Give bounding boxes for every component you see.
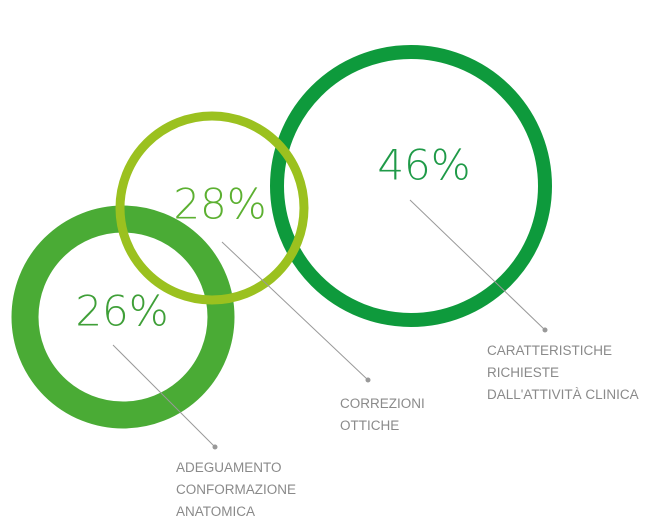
category-label: OTTICHE <box>340 418 399 433</box>
category-label: ADEGUAMENTO <box>176 460 282 475</box>
category-label: CARATTERISTICHE <box>487 343 612 358</box>
category-label: DALL'ATTIVITÀ CLINICA <box>487 387 639 402</box>
leader-line <box>221 241 369 381</box>
category-label: ANATOMICA <box>176 504 255 519</box>
category-label: CORREZIONI <box>340 396 425 411</box>
leader-dot <box>212 444 218 450</box>
leader-dot <box>365 377 371 383</box>
ring <box>270 45 552 327</box>
percent-label: 28% <box>173 180 266 229</box>
ring <box>115 111 309 305</box>
category-label: RICHIESTE <box>487 365 559 380</box>
leader-dot <box>542 327 548 333</box>
percent-label: 26% <box>75 287 168 336</box>
category-label: CONFORMAZIONE <box>176 482 296 497</box>
leader-line <box>409 199 546 331</box>
percent-label: 46% <box>377 141 470 190</box>
leader-line <box>112 344 216 448</box>
